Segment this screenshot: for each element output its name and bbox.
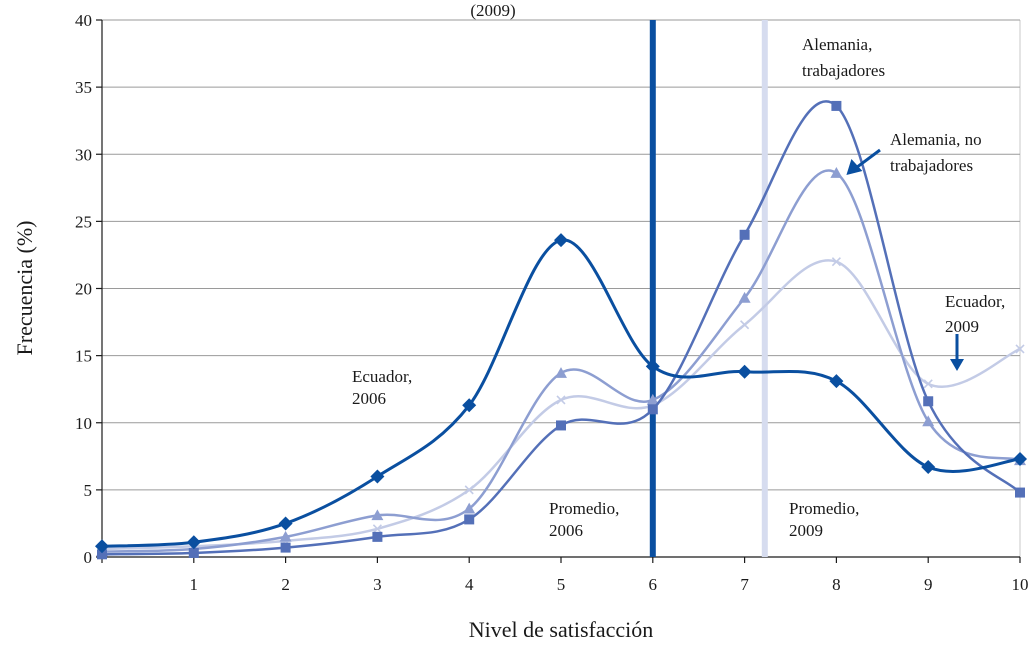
y-tick-label: 5 — [84, 481, 93, 500]
data-point-square — [188, 547, 199, 558]
data-point-diamond — [554, 233, 568, 248]
average-lines — [649, 20, 768, 557]
data-point-square — [1015, 487, 1025, 498]
data-point-triangle — [371, 509, 384, 521]
data-point-square — [464, 514, 475, 525]
x-tick-labels: 1 2 3 4 5 6 7 8 9 10 — [190, 575, 1029, 594]
axes — [96, 19, 1021, 563]
arrow-ecuador-2009-head — [950, 359, 964, 371]
data-point-diamond — [645, 359, 660, 374]
data-point-square — [831, 100, 842, 111]
label-ecuador-2009: Ecuador, 2009 — [945, 292, 1009, 336]
data-point-diamond — [278, 516, 293, 531]
y-tick-label: 10 — [75, 414, 92, 433]
x-tick-label: 1 — [190, 575, 199, 594]
data-point-diamond — [921, 460, 936, 475]
data-point-x — [1015, 344, 1025, 354]
y-tick-label: 40 — [75, 11, 92, 30]
label-ecuador-2006: Ecuador, 2006 — [352, 367, 416, 408]
data-point-triangle — [922, 415, 935, 427]
data-point-triangle — [646, 393, 659, 405]
data-point-x — [923, 379, 933, 389]
data-point-diamond — [829, 374, 844, 389]
data-point-square — [739, 229, 750, 240]
y-tick-label: 20 — [75, 280, 92, 299]
gridlines — [102, 19, 1020, 491]
series-lines — [95, 100, 1027, 560]
data-point-diamond — [370, 469, 385, 484]
data-point-diamond — [95, 539, 109, 554]
x-tick-label: 4 — [465, 575, 474, 594]
y-tick-label: 30 — [75, 145, 92, 164]
data-point-square — [923, 396, 934, 407]
series-line — [100, 100, 1022, 556]
label-alemania-trabajadores: Alemania, trabajadores — [802, 35, 885, 80]
x-tick-label: 3 — [373, 575, 382, 594]
x-tick-label: 7 — [740, 575, 749, 594]
y-tick-labels: 0 5 10 15 20 25 30 35 40 — [75, 11, 92, 567]
x-tick-label: 2 — [281, 575, 290, 594]
arrow-alemania-no-trabajadores-shaft — [853, 148, 881, 171]
data-point-diamond — [462, 398, 477, 413]
y-tick-label: 25 — [75, 212, 92, 231]
data-point-square — [372, 531, 383, 542]
data-point-square — [280, 542, 291, 553]
label-promedio-2009: Promedio, 2009 — [789, 499, 864, 540]
data-point-x — [740, 320, 750, 330]
chart-title: (2009) — [470, 1, 515, 20]
data-point-square — [97, 549, 107, 560]
label-alemania-no-trabajadores: Alemania, no trabajadores — [890, 130, 986, 175]
arrow-alemania-no-trabajadores-head — [846, 159, 863, 176]
data-point-x — [464, 485, 474, 495]
annotation-arrows — [846, 148, 964, 371]
label-promedio-2006: Promedio, 2006 — [549, 499, 624, 540]
data-point-diamond — [186, 535, 201, 550]
x-tick-label: 5 — [557, 575, 566, 594]
series-ecuador-2006 — [95, 233, 1027, 554]
series-alemania-trab — [97, 100, 1025, 560]
data-point-diamond — [1013, 451, 1027, 466]
y-tick-label: 0 — [84, 548, 93, 567]
data-point-triangle — [738, 291, 751, 303]
x-tick-label: 6 — [649, 575, 658, 594]
data-point-triangle — [463, 502, 476, 514]
x-axis-title: Nivel de satisfacción — [469, 617, 654, 642]
y-tick-label: 35 — [75, 78, 92, 97]
data-point-triangle — [830, 167, 843, 178]
data-point-diamond — [737, 364, 752, 379]
y-axis-title: Frecuencia (%) — [12, 221, 37, 356]
series-line — [100, 259, 1022, 551]
data-point-triangle — [555, 367, 567, 378]
data-point-x — [831, 257, 841, 267]
data-point-triangle — [279, 530, 292, 542]
data-point-square — [556, 420, 566, 431]
x-tick-label: 8 — [832, 575, 841, 594]
series-line — [100, 169, 1022, 553]
data-point-square — [647, 404, 658, 415]
data-point-x — [556, 395, 566, 405]
y-tick-label: 15 — [75, 347, 92, 366]
x-tick-label: 9 — [924, 575, 933, 594]
x-tick-label: 10 — [1012, 575, 1029, 594]
data-point-x — [372, 524, 382, 534]
